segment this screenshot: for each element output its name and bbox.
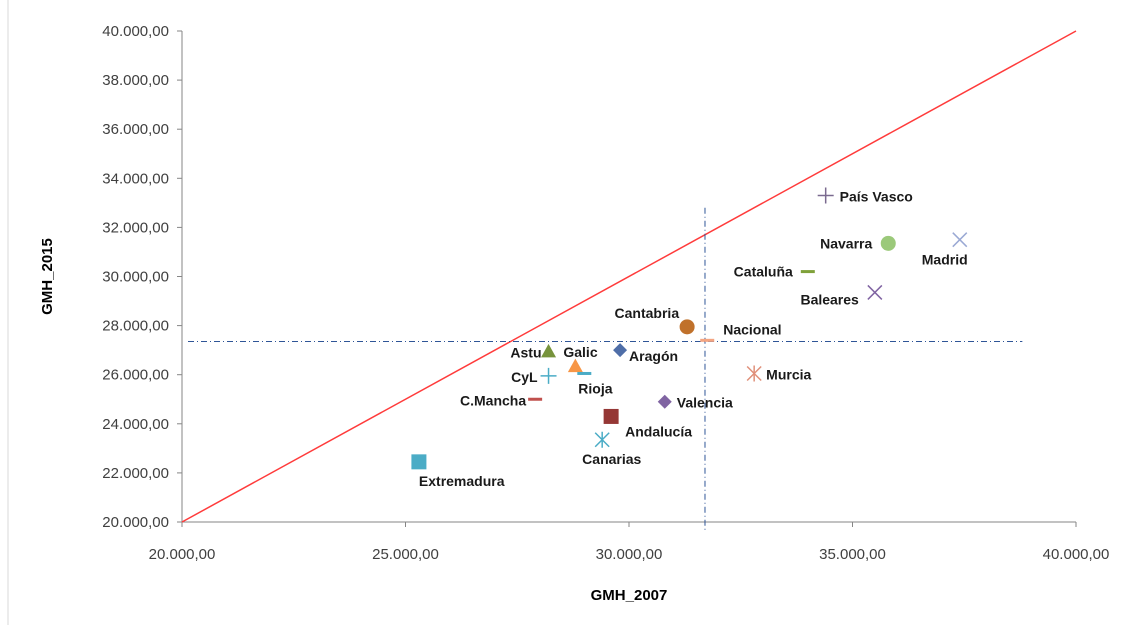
marker-triangle bbox=[541, 343, 557, 358]
marker-circle bbox=[880, 235, 896, 251]
y-tick-label: 34.000,00 bbox=[102, 170, 169, 187]
point-madrid: Madrid bbox=[922, 232, 968, 268]
x-tick-label: 20.000,00 bbox=[149, 546, 216, 563]
point-label: Navarra bbox=[820, 235, 872, 251]
y-tick-label: 20.000,00 bbox=[102, 514, 169, 531]
point-label: Nacional bbox=[723, 321, 781, 337]
x-tick-label: 25.000,00 bbox=[372, 546, 439, 563]
point-label: Aragón bbox=[629, 348, 678, 364]
point-label: Extremadura bbox=[419, 473, 505, 489]
point-label: País Vasco bbox=[840, 188, 913, 204]
y-tick-label: 36.000,00 bbox=[102, 121, 169, 138]
x-tick-label: 40.000,00 bbox=[1043, 546, 1110, 563]
marker-circle bbox=[679, 319, 695, 335]
y-tick-label: 22.000,00 bbox=[102, 465, 169, 482]
point-label: Galic bbox=[563, 344, 597, 360]
point-valencia: Valencia bbox=[657, 394, 733, 411]
point-cyl: CyL bbox=[511, 367, 557, 385]
point-pais-vasco: País Vasco bbox=[817, 187, 913, 204]
y-tick-label: 32.000,00 bbox=[102, 219, 169, 236]
marker-dash bbox=[700, 338, 715, 342]
y-tick-label: 24.000,00 bbox=[102, 416, 169, 433]
point-label: Astu bbox=[510, 344, 541, 360]
x-tick-label: 35.000,00 bbox=[819, 546, 886, 563]
marker-dash bbox=[577, 371, 592, 375]
marker-diamond bbox=[657, 394, 672, 409]
reference-lines-group bbox=[181, 30, 1077, 530]
diagonal-reference-line bbox=[181, 30, 1077, 523]
point-label: Andalucía bbox=[625, 423, 692, 439]
points-group: País Vasco Navarra Madrid Cataluña Baleares C… bbox=[411, 187, 968, 489]
marker-x bbox=[952, 232, 968, 248]
marker-dash bbox=[528, 397, 543, 401]
point-label: Madrid bbox=[922, 252, 968, 268]
marker-diamond bbox=[613, 343, 628, 358]
marker-asterisk bbox=[746, 365, 762, 382]
marker-plus bbox=[540, 367, 557, 384]
point-canarias: Canarias bbox=[582, 431, 642, 467]
point-cantabria: Cantabria bbox=[615, 305, 695, 335]
point-label: Murcia bbox=[766, 366, 811, 382]
marker-x bbox=[867, 284, 883, 300]
marker-plus bbox=[817, 187, 834, 204]
point-cataluna: Cataluña bbox=[734, 264, 815, 280]
point-label: Cantabria bbox=[615, 305, 680, 321]
point-label: CyL bbox=[511, 369, 538, 385]
point-label: Valencia bbox=[677, 395, 733, 411]
point-c-mancha: C.Mancha bbox=[460, 392, 543, 408]
point-label: Baleares bbox=[800, 291, 859, 307]
point-astu: Astu bbox=[510, 343, 557, 360]
marker-asterisk bbox=[594, 431, 610, 448]
point-label: C.Mancha bbox=[460, 392, 526, 408]
x-tick-label: 30.000,00 bbox=[596, 546, 663, 563]
y-axis-title: GMH_2015 bbox=[39, 238, 56, 315]
point-extremadura: Extremadura bbox=[411, 454, 505, 489]
point-nacional: Nacional bbox=[700, 321, 782, 342]
point-andalucia: Andalucía bbox=[603, 408, 692, 439]
marker-dash bbox=[800, 270, 815, 274]
point-murcia: Murcia bbox=[746, 365, 811, 382]
marker-square bbox=[603, 408, 619, 424]
point-baleares: Baleares bbox=[800, 284, 883, 307]
point-navarra: Navarra bbox=[820, 235, 896, 251]
point-label: Canarias bbox=[582, 451, 641, 467]
marker-triangle bbox=[567, 358, 583, 373]
point-galic: Galic bbox=[563, 344, 598, 373]
marker-square bbox=[411, 454, 427, 470]
point-label: Cataluña bbox=[734, 264, 793, 280]
y-tick-label: 26.000,00 bbox=[102, 367, 169, 384]
y-tick-label: 38.000,00 bbox=[102, 72, 169, 89]
y-tick-label: 28.000,00 bbox=[102, 318, 169, 335]
axes-group: 20.000,00 22.000,00 24.000,00 26.000,00 28.0… bbox=[7, 0, 1110, 625]
point-rioja: Rioja bbox=[577, 371, 613, 396]
point-label: Rioja bbox=[578, 380, 612, 396]
y-tick-label: 40.000,00 bbox=[102, 23, 169, 40]
point-aragon: Aragón bbox=[613, 343, 678, 364]
y-tick-label: 30.000,00 bbox=[102, 269, 169, 286]
x-axis-title: GMH_2007 bbox=[591, 587, 668, 604]
